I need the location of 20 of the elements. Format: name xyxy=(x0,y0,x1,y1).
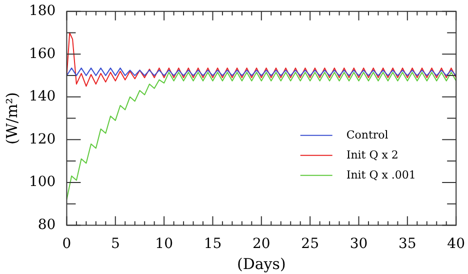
y-tick-label: 100 xyxy=(28,174,56,190)
x-tick-label: 25 xyxy=(301,236,319,252)
x-tick-label: 40 xyxy=(447,236,466,252)
x-tick-label: 10 xyxy=(155,236,173,252)
y-tick-label: 80 xyxy=(38,216,56,233)
x-axis-title: (Days) xyxy=(236,254,286,273)
y-tick-label: 160 xyxy=(28,46,56,62)
legend-label: Control xyxy=(346,128,389,142)
x-tick-label: 15 xyxy=(204,236,222,252)
y-tick-label: 120 xyxy=(28,131,56,148)
x-tick-label: 35 xyxy=(398,236,416,252)
y-tick-label: 140 xyxy=(28,88,56,105)
legend-label: Init Q x .001 xyxy=(346,168,416,182)
y-tick-label: 180 xyxy=(28,3,56,20)
legend-label: Init Q x 2 xyxy=(346,148,398,162)
x-tick-label: 30 xyxy=(350,236,368,252)
y-axis-title: (W/m²) xyxy=(2,92,21,145)
x-tick-label: 5 xyxy=(110,236,120,252)
x-tick-label: 0 xyxy=(62,236,72,252)
x-tick-label: 20 xyxy=(252,236,270,252)
